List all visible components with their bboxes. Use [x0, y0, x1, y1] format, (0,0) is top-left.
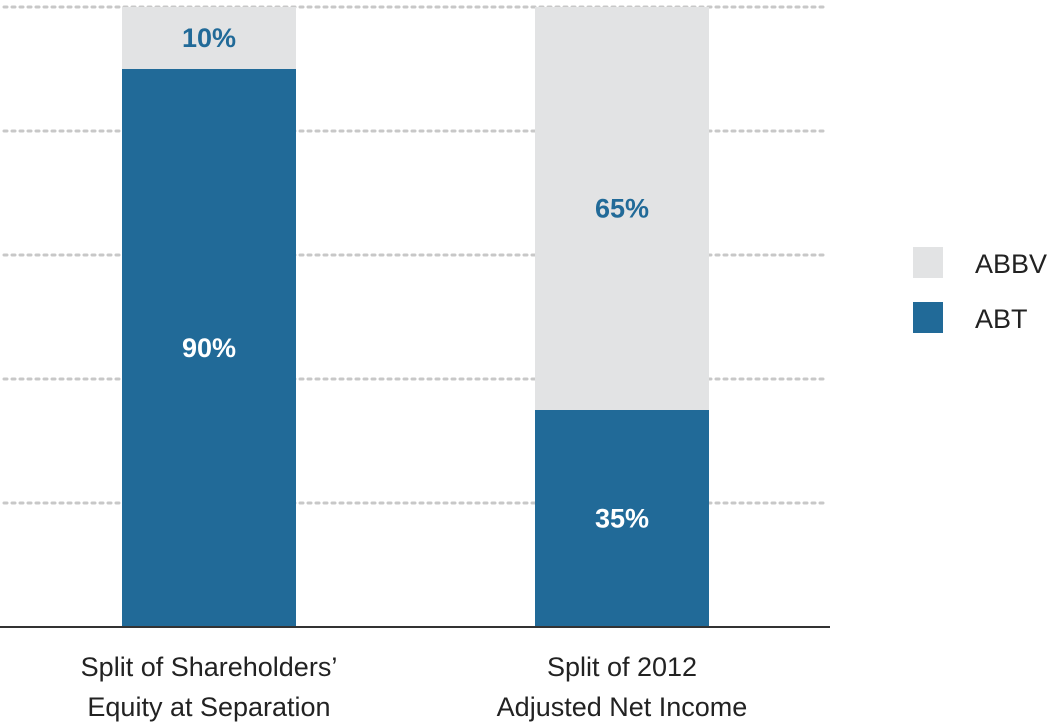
data-label-abbv-2: 65%	[595, 194, 649, 224]
data-label-abbv-1: 10%	[182, 23, 236, 53]
legend-swatch-abt	[913, 302, 943, 333]
category-label-1-line-2: Equity at Separation	[87, 692, 330, 722]
category-label-1-line-1: Split of Shareholders’	[81, 652, 338, 682]
bar-segment-abbv-2	[535, 7, 709, 410]
data-label-abt-2: 35%	[595, 504, 649, 534]
legend-swatch-abbv	[913, 247, 943, 278]
bar-segment-abt-2	[535, 410, 709, 627]
legend: ABBV ABT	[913, 247, 1047, 334]
category-labels: Split of Shareholders’ Equity at Separati…	[81, 652, 748, 722]
bar-segment-abt-1	[122, 69, 296, 627]
bars	[122, 7, 709, 627]
category-label-2-line-1: Split of 2012	[547, 652, 697, 682]
data-label-abt-1: 90%	[182, 333, 236, 363]
legend-label-abbv: ABBV	[975, 249, 1047, 279]
segment-labels: 90% 10% 35% 65%	[182, 23, 649, 534]
category-label-2-line-2: Adjusted Net Income	[497, 692, 748, 722]
legend-label-abt: ABT	[975, 304, 1028, 334]
bar-segment-abbv-1	[122, 7, 296, 69]
